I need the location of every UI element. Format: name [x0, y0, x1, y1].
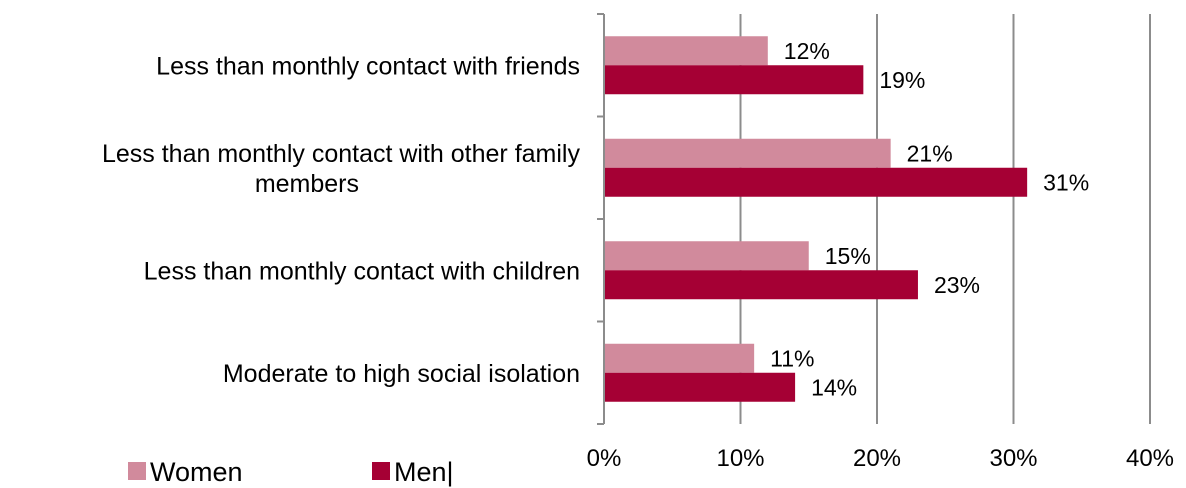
bar-men	[604, 270, 918, 300]
value-axis: 0% 10% 20% 30% 40%	[587, 13, 1174, 472]
bar-women	[604, 343, 755, 373]
bar-men	[604, 167, 1028, 197]
data-label: 31%	[1043, 169, 1089, 195]
bars	[604, 36, 1028, 402]
category-label-line: Less than monthly contact with other fam…	[102, 140, 581, 168]
legend-swatch-women	[128, 462, 146, 480]
category-label: Less than monthly contact with other fam…	[102, 140, 581, 198]
legend-label-men: Men|	[394, 457, 454, 487]
data-label: 23%	[934, 272, 980, 298]
category-label-line: Less than monthly contact with children	[144, 257, 580, 285]
bar-women	[604, 241, 809, 271]
category-labels: Less than monthly contact with friends Le…	[102, 52, 581, 388]
bar-men	[604, 372, 796, 402]
x-tick-label: 10%	[716, 445, 764, 472]
x-tick-label: 20%	[853, 445, 901, 472]
data-label: 21%	[907, 140, 953, 166]
legend: Women Men|	[128, 457, 454, 487]
data-label: 19%	[879, 67, 925, 93]
x-tick-label: 0%	[587, 445, 622, 472]
data-labels: 12% 19% 21% 31% 15% 23% 11% 14%	[770, 38, 1089, 401]
category-label: Moderate to high social isolation	[223, 360, 580, 388]
bar-women	[604, 36, 768, 66]
category-label-line: Less than monthly contact with friends	[156, 52, 580, 80]
x-tick-label: 30%	[989, 445, 1037, 472]
data-label: 14%	[811, 374, 857, 400]
category-label: Less than monthly contact with children	[144, 257, 580, 285]
bar-women	[604, 138, 891, 168]
data-label: 12%	[784, 38, 830, 64]
legend-label-women: Women	[150, 457, 243, 487]
bar-men	[604, 65, 864, 95]
x-tick-label: 40%	[1126, 445, 1174, 472]
data-label: 15%	[825, 243, 871, 269]
category-label-line: members	[255, 170, 359, 198]
category-label-line: Moderate to high social isolation	[223, 360, 580, 388]
legend-swatch-men	[372, 462, 390, 480]
category-label: Less than monthly contact with friends	[156, 52, 580, 80]
data-label: 11%	[770, 345, 814, 371]
